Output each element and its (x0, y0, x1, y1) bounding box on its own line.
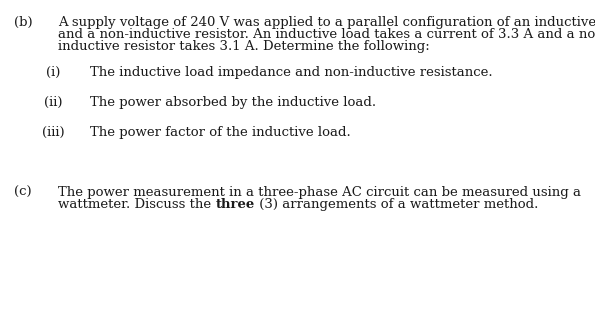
Text: (i): (i) (46, 66, 60, 79)
Text: (b): (b) (14, 16, 33, 29)
Text: The power absorbed by the inductive load.: The power absorbed by the inductive load… (90, 96, 376, 109)
Text: The power measurement in a three-phase AC circuit can be measured using a: The power measurement in a three-phase A… (58, 186, 581, 199)
Text: and a non-inductive resistor. An inductive load takes a current of 3.3 A and a n: and a non-inductive resistor. An inducti… (58, 28, 595, 41)
Text: The power factor of the inductive load.: The power factor of the inductive load. (90, 126, 350, 139)
Text: inductive resistor takes 3.1 A. Determine the following:: inductive resistor takes 3.1 A. Determin… (58, 40, 430, 53)
Text: The inductive load impedance and non-inductive resistance.: The inductive load impedance and non-ind… (90, 66, 493, 79)
Text: (c): (c) (14, 186, 32, 199)
Text: wattmeter. Discuss the: wattmeter. Discuss the (58, 198, 215, 211)
Text: A supply voltage of 240 V was applied to a parallel configuration of an inductiv: A supply voltage of 240 V was applied to… (58, 16, 595, 29)
Text: three: three (215, 198, 255, 211)
Text: (ii): (ii) (44, 96, 62, 109)
Text: (3) arrangements of a wattmeter method.: (3) arrangements of a wattmeter method. (255, 198, 538, 211)
Text: (iii): (iii) (42, 126, 65, 139)
